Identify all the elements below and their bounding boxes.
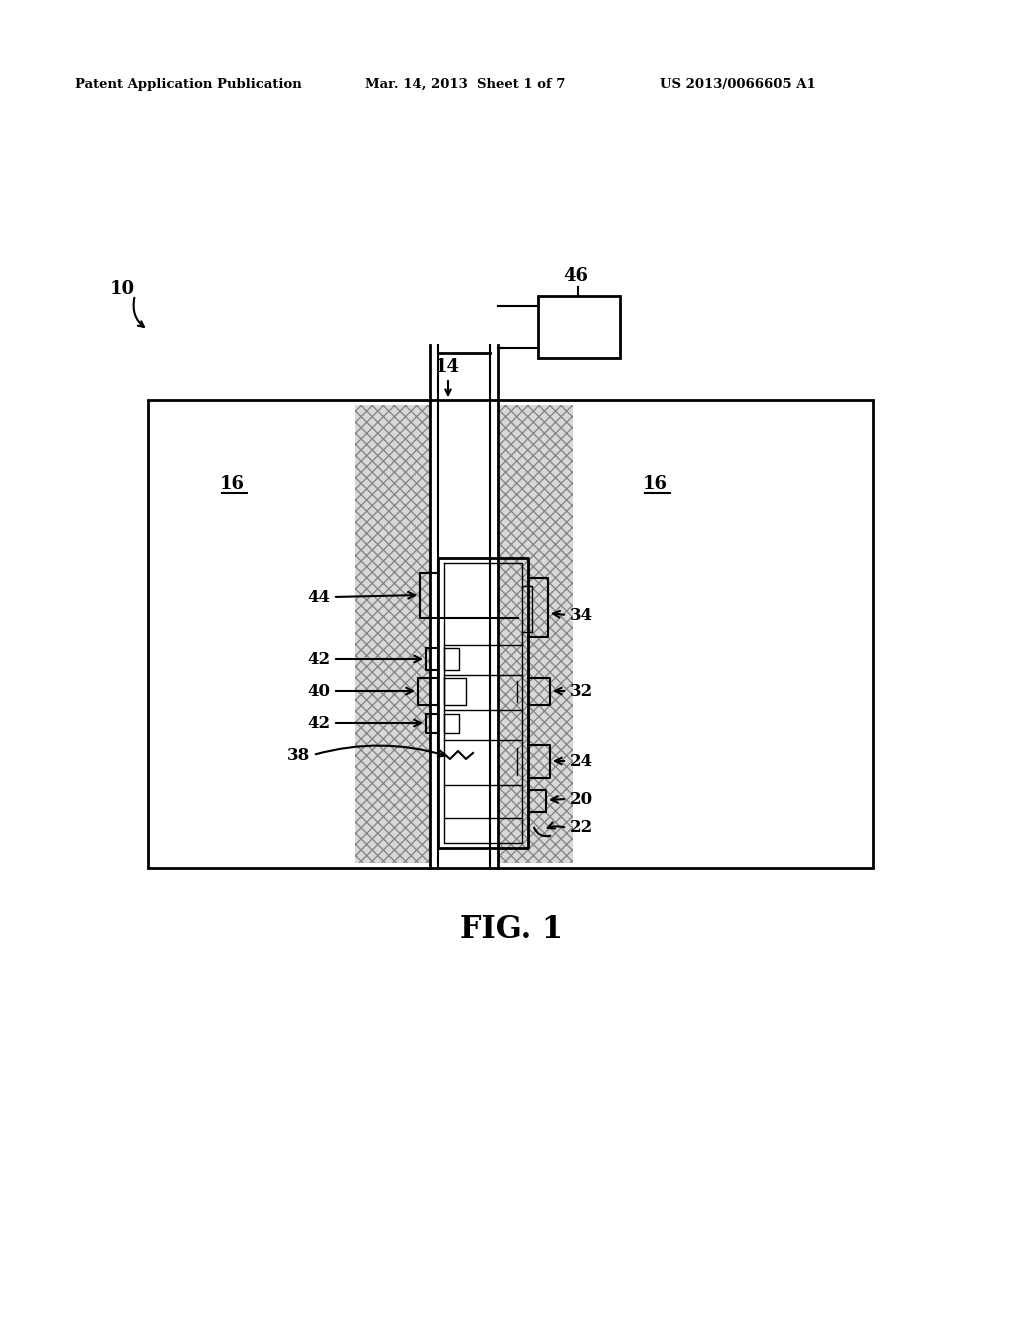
Text: US 2013/0066605 A1: US 2013/0066605 A1 <box>660 78 816 91</box>
Text: 16: 16 <box>219 475 245 492</box>
Bar <box>355 405 430 863</box>
Text: Patent Application Publication: Patent Application Publication <box>75 78 302 91</box>
Text: 14: 14 <box>435 358 460 376</box>
Text: 46: 46 <box>563 267 589 285</box>
Text: 42: 42 <box>307 714 330 731</box>
Text: 20: 20 <box>570 791 593 808</box>
Bar <box>538 296 620 358</box>
Text: 40: 40 <box>307 682 330 700</box>
Text: 24: 24 <box>570 752 593 770</box>
Bar <box>148 400 873 869</box>
Bar <box>498 405 573 863</box>
Text: 10: 10 <box>110 280 135 298</box>
Text: FIG. 1: FIG. 1 <box>461 915 563 945</box>
Text: 16: 16 <box>642 475 668 492</box>
Text: 44: 44 <box>307 589 330 606</box>
Text: 38: 38 <box>287 747 310 763</box>
Text: 32: 32 <box>570 682 593 700</box>
Text: Mar. 14, 2013  Sheet 1 of 7: Mar. 14, 2013 Sheet 1 of 7 <box>365 78 565 91</box>
Text: 22: 22 <box>570 820 593 837</box>
Text: 42: 42 <box>307 651 330 668</box>
Text: 34: 34 <box>570 606 593 623</box>
